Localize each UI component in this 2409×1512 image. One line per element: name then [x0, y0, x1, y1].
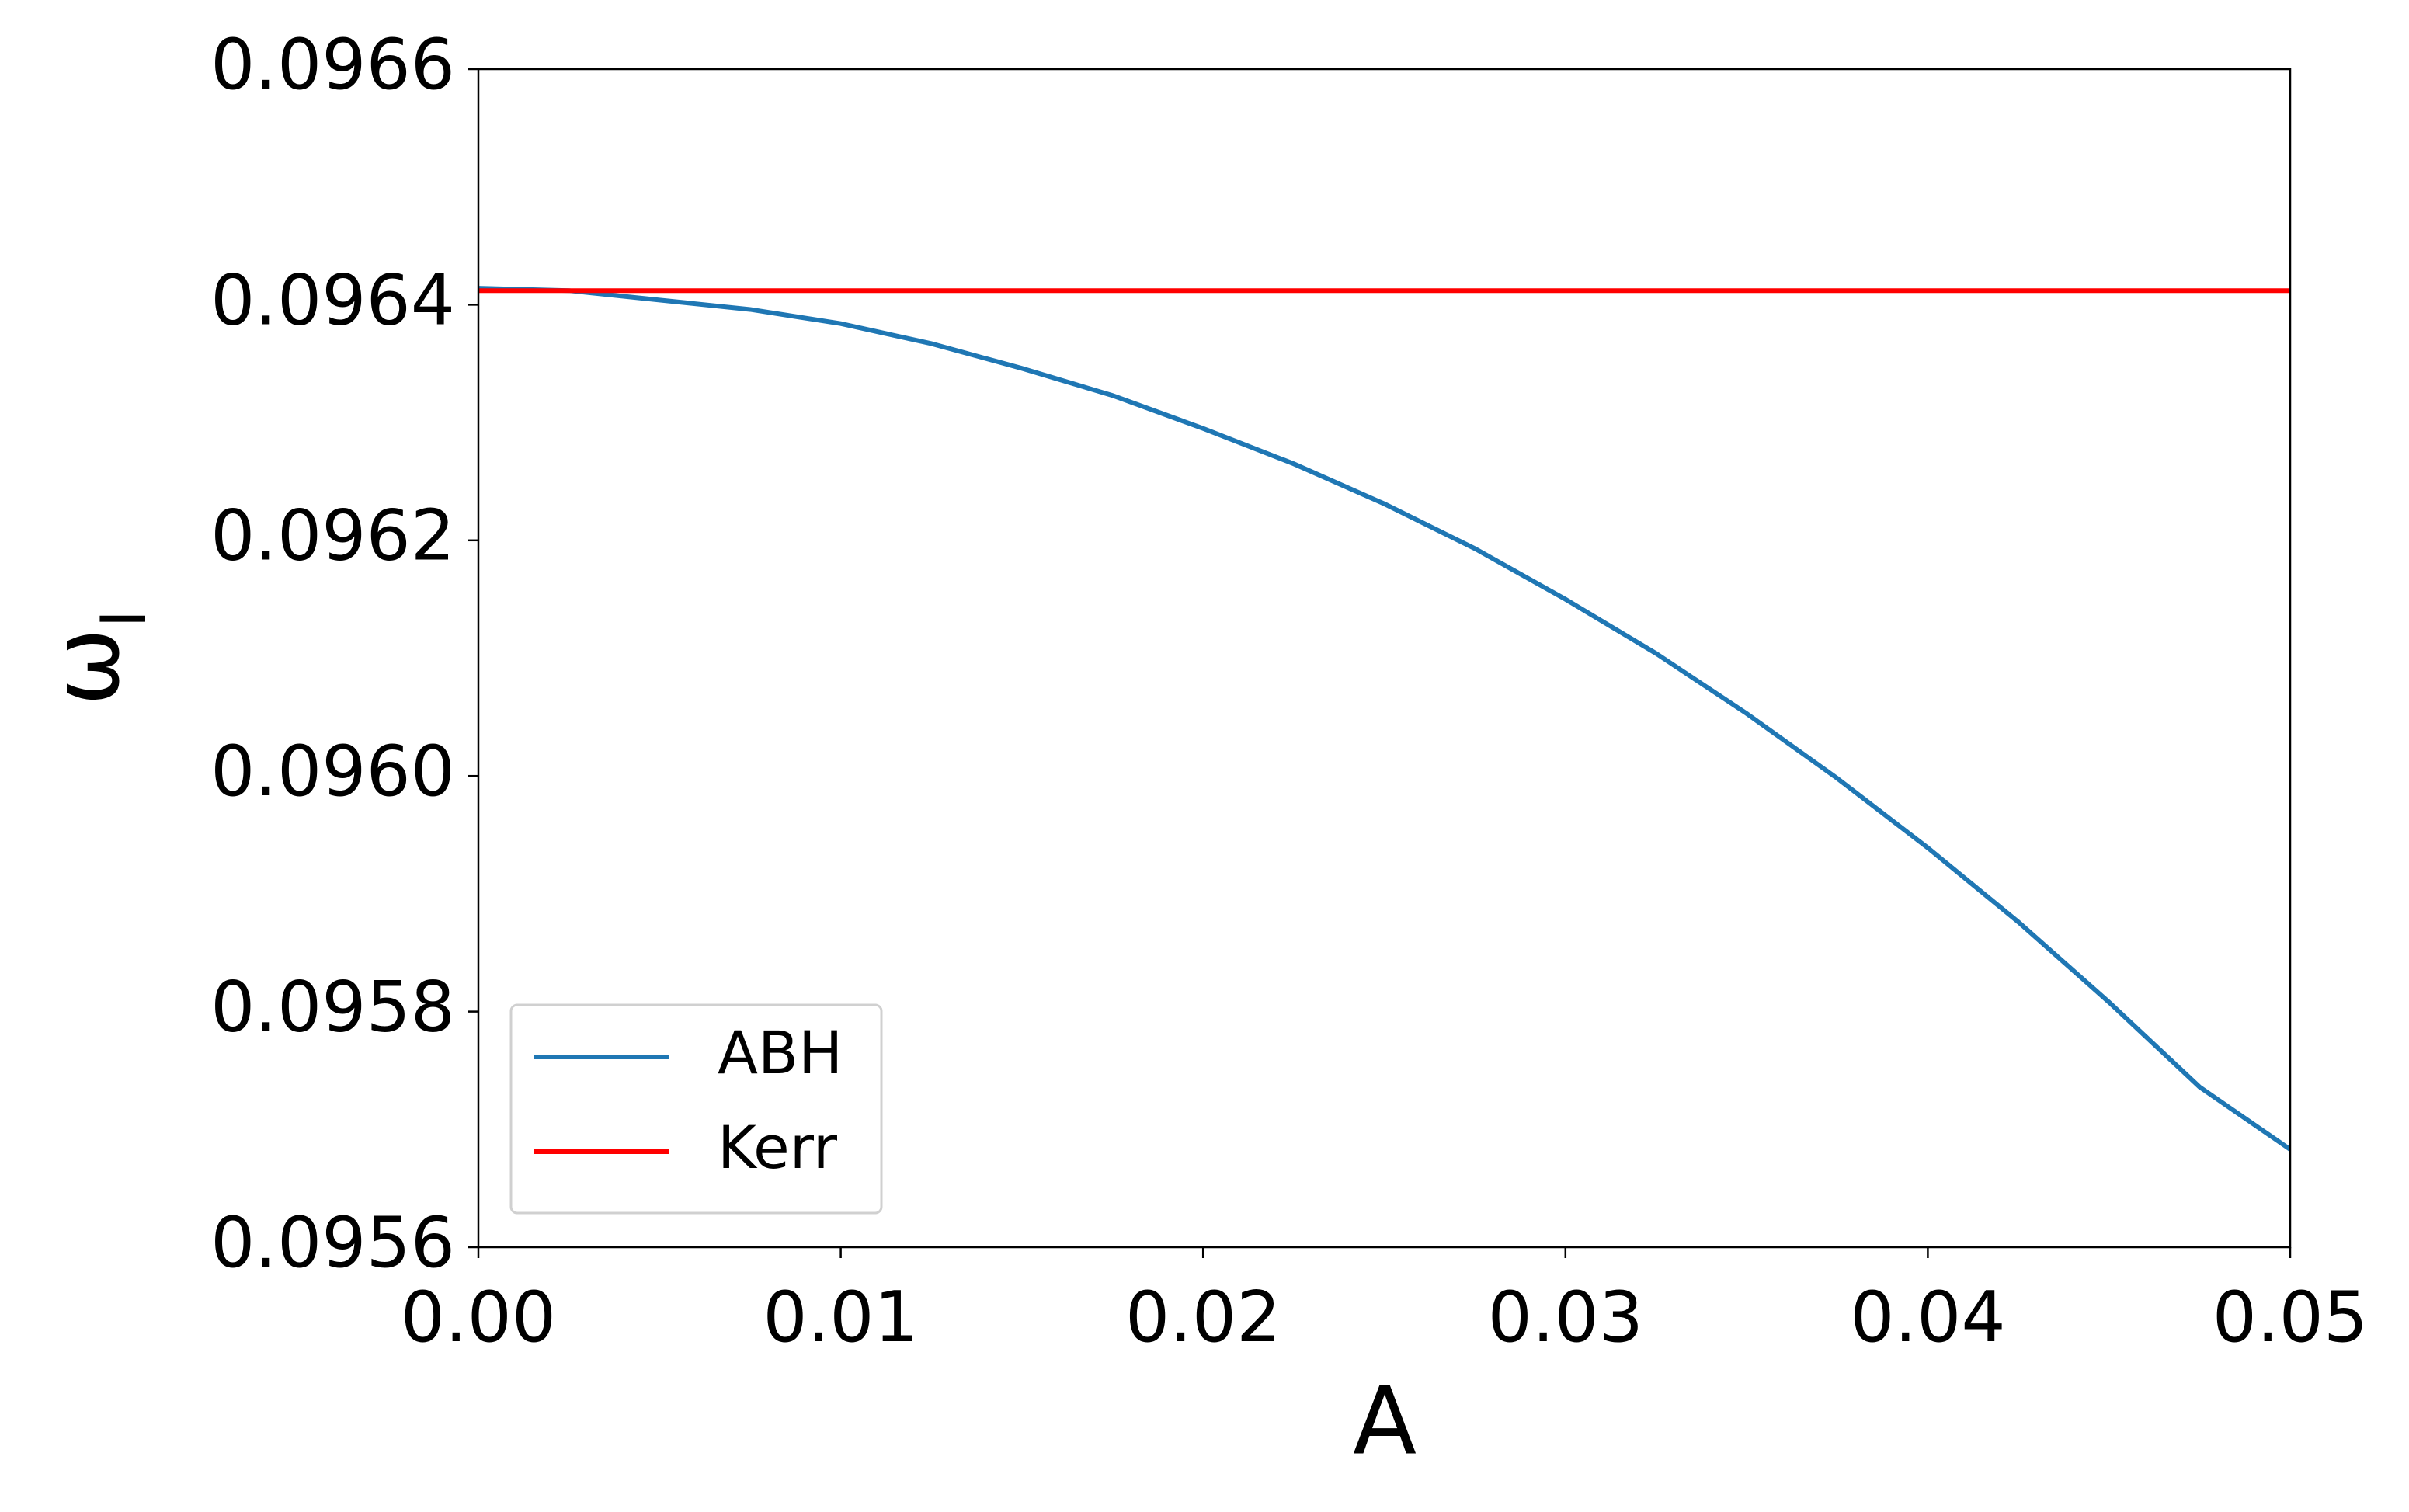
- x-axis-label: A: [1353, 1368, 1417, 1476]
- legend-label: ABH: [718, 1018, 843, 1087]
- legend-label: Kerr: [718, 1113, 838, 1182]
- y-tick-label: 0.0966: [210, 24, 455, 106]
- x-tick-label: 0.03: [1488, 1277, 1643, 1358]
- plot-frame: [477, 68, 2292, 1249]
- y-axis-label: ωI: [33, 610, 161, 706]
- x-tick-label: 0.01: [763, 1277, 918, 1358]
- line-series: [478, 286, 2290, 1152]
- y-tick-label: 0.0958: [210, 966, 455, 1048]
- y-tick-label: 0.0962: [210, 495, 455, 577]
- x-tick-label: 0.02: [1125, 1277, 1281, 1358]
- x-tick-label: 0.00: [401, 1277, 556, 1358]
- y-tick-label: 0.0956: [210, 1202, 455, 1284]
- x-tick-label: 0.04: [1850, 1277, 2005, 1358]
- x-tick-label: 0.05: [2213, 1277, 2368, 1358]
- y-tick-label: 0.0964: [210, 259, 455, 341]
- y-tick-label: 0.0960: [210, 731, 455, 812]
